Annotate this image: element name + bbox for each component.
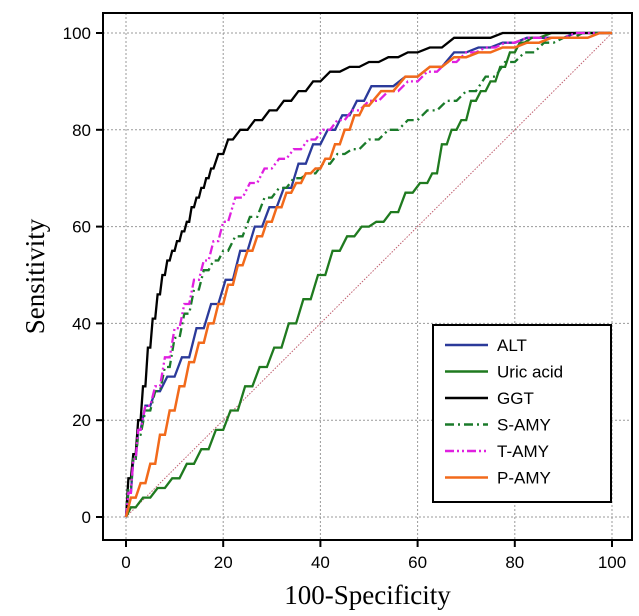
series-line-t-amy: [124, 31, 612, 518]
legend-label: T-AMY: [497, 442, 549, 461]
y-tick-label: 100: [63, 24, 91, 43]
x-axis-title: 100-Specificity: [284, 580, 451, 610]
legend-label: GGT: [497, 389, 534, 408]
y-tick-label: 0: [82, 508, 91, 527]
series-lines: [124, 31, 612, 518]
y-tick-label: 60: [72, 218, 91, 237]
reference-line: [125, 32, 613, 518]
axis-ticks: 0 20 40 60 80 100 0 20 40 60 80 100: [63, 24, 627, 572]
legend-label: S-AMY: [497, 416, 551, 435]
x-tick-label: 20: [214, 553, 233, 572]
legend-label: Uric acid: [497, 363, 563, 382]
plot-border: [102, 12, 633, 541]
legend-box: [432, 324, 612, 503]
series-line-uric-acid: [124, 31, 612, 518]
y-axis-title: Sensitivity: [20, 218, 50, 334]
y-tick-label: 40: [72, 314, 91, 333]
legend: ALT Uric acid GGT S-AMY T-AMY P-AMY: [432, 324, 612, 503]
reference-diagonal: [125, 32, 613, 518]
plot-frame: [102, 12, 633, 541]
series-line-s-amy: [124, 31, 612, 518]
x-tick-label: 0: [121, 553, 130, 572]
series-line-alt: [124, 31, 612, 518]
legend-label: ALT: [497, 336, 527, 355]
x-tick-label: 60: [408, 553, 427, 572]
series-line-p-amy: [124, 31, 612, 518]
grid: [103, 13, 632, 540]
legend-label: P-AMY: [497, 469, 551, 488]
x-tick-label: 40: [311, 553, 330, 572]
x-tick-label: 100: [598, 553, 626, 572]
y-tick-label: 80: [72, 121, 91, 140]
series-line-ggt: [124, 31, 612, 518]
x-tick-label: 80: [505, 553, 524, 572]
y-tick-label: 20: [72, 411, 91, 430]
